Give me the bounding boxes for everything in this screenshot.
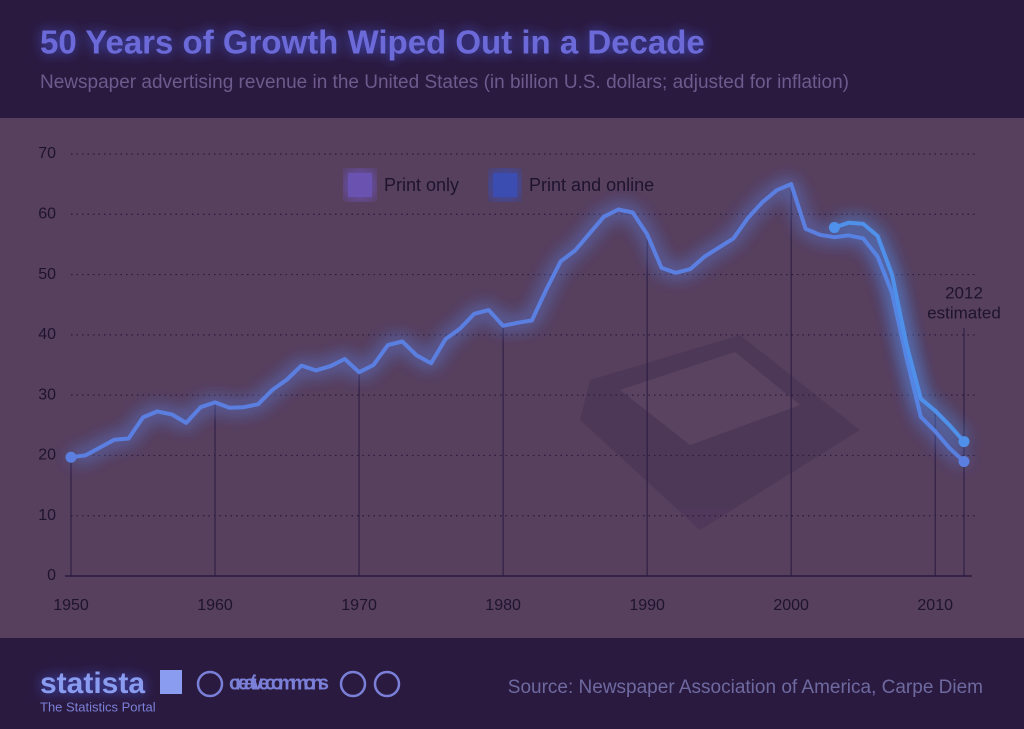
y-tick-label: 30: [38, 386, 56, 403]
source: Source: Newspaper Association of America…: [508, 677, 983, 698]
end-marker: [958, 455, 970, 467]
nd-icon: [373, 670, 401, 698]
legend-swatch: [348, 173, 372, 197]
legend-label: Print and online: [529, 175, 654, 195]
x-tick-label: 1960: [197, 597, 233, 614]
legend-label: Print only: [384, 175, 459, 195]
x-tick-label: 2000: [773, 597, 809, 614]
end-marker: [828, 222, 840, 234]
header-band: [0, 0, 1024, 118]
y-tick-label: 40: [38, 326, 56, 343]
y-tick-label: 60: [38, 206, 56, 223]
x-tick-label: 1950: [53, 597, 89, 614]
y-tick-label: 0: [47, 567, 56, 584]
end-marker: [65, 451, 77, 463]
y-tick-label: 20: [38, 447, 56, 464]
brand-icon: [160, 670, 182, 694]
plot: 0 10 20 30 40 50 60 70 1950 1960 1970 1980 1990 2000 2…: [38, 145, 1001, 614]
series-line: [70, 182, 966, 463]
x-tick-label: 1980: [485, 597, 521, 614]
by-icon: [339, 670, 367, 698]
y-tick-label: 70: [38, 145, 56, 162]
y-tick-label: 10: [38, 507, 56, 524]
x-tick-label: 1970: [341, 597, 377, 614]
tagline: The Statistics Portal: [40, 699, 156, 714]
cc-icon: [196, 670, 224, 698]
annotation-text: estimated: [927, 303, 1001, 322]
newspaper-icon: [580, 335, 860, 530]
series-line: [833, 220, 966, 443]
legend-swatch: [493, 173, 518, 197]
license: creative commons: [229, 672, 329, 694]
chart-title: 50 Years of Growth Wiped Out in a Decade: [40, 24, 705, 61]
chart-subtitle: Newspaper advertising revenue in the Uni…: [40, 72, 849, 93]
annotation-text: 2012: [945, 283, 983, 302]
end-marker: [958, 436, 970, 448]
x-tick-label: 2010: [917, 597, 953, 614]
brand: statista: [40, 667, 145, 700]
plot-background: [0, 118, 1024, 638]
y-tick-label: 50: [38, 266, 56, 283]
x-tick-label: 1990: [629, 597, 665, 614]
